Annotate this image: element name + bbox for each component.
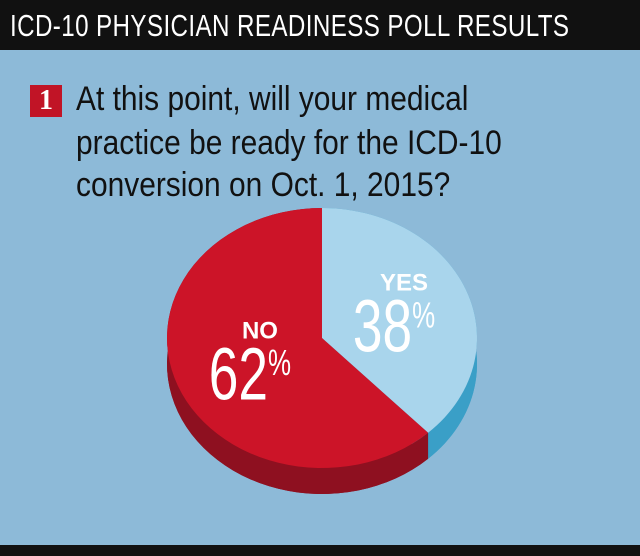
title-bar: ICD-10 PHYSICIAN READINESS POLL RESULTS bbox=[0, 0, 640, 50]
category-label: NO bbox=[242, 317, 278, 344]
value-unit: % bbox=[268, 343, 291, 383]
value-unit: % bbox=[412, 295, 435, 335]
chart-title: ICD-10 PHYSICIAN READINESS POLL RESULTS bbox=[10, 8, 570, 43]
value-label: 62% bbox=[209, 333, 291, 416]
category-label: YES bbox=[380, 269, 428, 296]
value-number: 38 bbox=[353, 285, 412, 368]
pie-slice bbox=[322, 208, 477, 433]
question-line: practice be ready for the ICD-10 bbox=[76, 124, 502, 162]
question-line: At this point, will your medical bbox=[76, 80, 469, 118]
value-label: 38% bbox=[353, 285, 435, 368]
question-line: conversion on Oct. 1, 2015? bbox=[76, 166, 451, 204]
pie-slice bbox=[167, 208, 429, 468]
value-number: 62 bbox=[209, 333, 268, 416]
question-number: 1 bbox=[30, 85, 62, 117]
bottom-bar bbox=[0, 545, 640, 556]
